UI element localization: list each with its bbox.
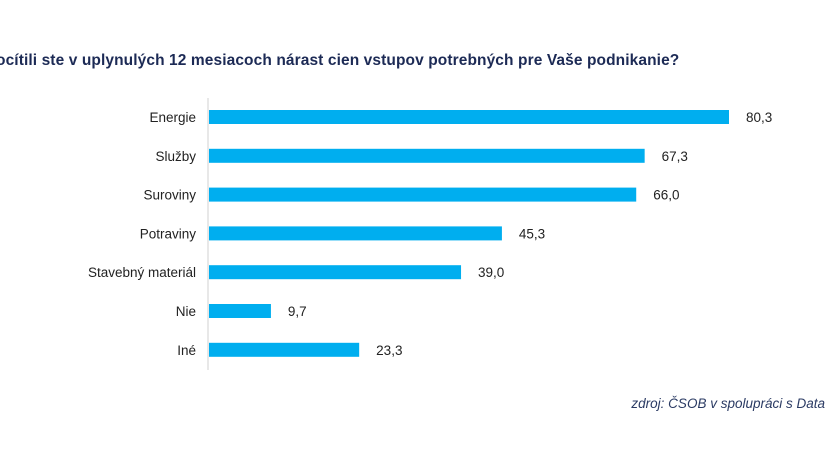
value-label: 67,3 <box>662 149 688 164</box>
bar-6 <box>209 342 360 357</box>
value-label: 66,0 <box>653 188 679 203</box>
bar-5 <box>209 304 271 318</box>
category-label: Iné <box>177 343 196 358</box>
bar-0 <box>209 110 729 124</box>
category-label: Energie <box>149 110 196 125</box>
value-label: 9,7 <box>288 304 307 319</box>
bar-3 <box>209 226 502 241</box>
value-label: 80,3 <box>746 110 772 125</box>
source-note: zdroj: ČSOB v spolupráci s Data <box>631 396 825 411</box>
value-label: 39,0 <box>478 265 504 280</box>
chart-title: ocítili ste v uplynulých 12 mesiacoch ná… <box>0 52 680 69</box>
category-label: Suroviny <box>143 188 196 203</box>
bar-1 <box>209 148 645 163</box>
category-label: Nie <box>176 304 196 319</box>
bar-2 <box>209 187 637 202</box>
category-label: Potraviny <box>140 226 197 241</box>
bar-4 <box>209 265 462 280</box>
value-label: 45,3 <box>519 226 545 241</box>
category-label: Stavebný materiál <box>88 265 196 280</box>
value-label: 23,3 <box>376 343 402 358</box>
category-label: Služby <box>155 149 196 164</box>
